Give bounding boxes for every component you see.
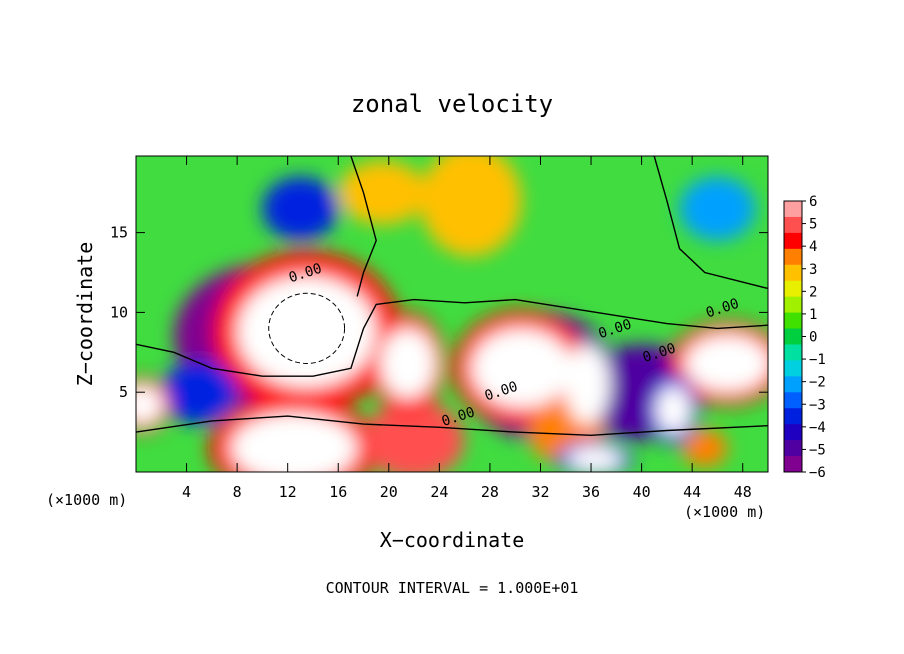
x-tick-label: 4 (182, 483, 191, 501)
colorbar-label: 4 (809, 239, 817, 255)
x-tick-label: 28 (481, 483, 499, 501)
field-cell (420, 156, 522, 257)
x-tick-label: 20 (380, 483, 398, 501)
colorbar-swatch (784, 440, 802, 457)
colorbar-swatch (784, 312, 802, 330)
colorbar-swatch (784, 376, 802, 393)
y-tick-label: 15 (110, 224, 128, 242)
x-axis-label: X−coordinate (380, 528, 525, 552)
colorbar-swatch (784, 360, 802, 377)
colorbar-label: 1 (809, 307, 817, 323)
x-tick-label: 36 (582, 483, 600, 501)
colorbar-label: 0 (809, 330, 817, 346)
contour-zero (653, 156, 768, 290)
field-cell (230, 412, 358, 472)
x-unit-left: (×1000 m) (46, 491, 127, 509)
contour-zero (350, 156, 377, 297)
y-axis-label: Z−coordinate (73, 242, 97, 387)
field-cell (567, 446, 623, 472)
plot-frame (135, 155, 769, 473)
colorbar-label: −6 (809, 465, 826, 481)
field-cell (237, 275, 377, 388)
contour-interval-note: CONTOUR INTERVAL = 1.000E+01 (326, 579, 579, 597)
field-cell (338, 160, 427, 225)
field-cell (379, 328, 436, 399)
colorbar-label: −3 (809, 397, 826, 413)
plot-area (136, 156, 768, 472)
colorbar-swatch (784, 392, 802, 409)
x-tick-label: 8 (233, 483, 242, 501)
colorbar-label: −2 (809, 375, 826, 391)
colorbar-label: 2 (809, 284, 817, 300)
y-tick-label: 5 (119, 383, 128, 401)
colorbar-label: −1 (809, 352, 826, 368)
x-tick-label: 12 (279, 483, 297, 501)
x-tick-label: 32 (531, 483, 549, 501)
y-tick-label: 10 (110, 303, 128, 321)
colorbar-label: −4 (809, 420, 826, 436)
chart-title: zonal velocity (351, 90, 553, 118)
colorbar-swatch (784, 424, 802, 441)
colorbar-swatch (784, 264, 802, 282)
colorbar-swatch (784, 328, 802, 345)
field-cell (564, 344, 610, 425)
colorbar-swatch (784, 248, 802, 266)
field-cell (136, 385, 163, 425)
x-tick-label: 48 (734, 483, 752, 501)
colorbar-label: −5 (809, 442, 826, 458)
colorbar-label: 3 (809, 262, 817, 278)
colorbar-swatch (784, 408, 802, 425)
colorbar-swatch (784, 456, 802, 473)
field-cell (161, 360, 238, 425)
field-cell (684, 334, 768, 393)
colorbar-swatch (784, 216, 802, 234)
colorbar-swatch (784, 280, 802, 298)
contour-zero (136, 415, 768, 437)
colorbar-label: 6 (809, 194, 817, 210)
field-cell (655, 385, 691, 434)
colorbar-swatch (784, 201, 802, 218)
x-tick-label: 24 (430, 483, 448, 501)
y-axis: 5 10 15 (110, 224, 768, 401)
field-cell (682, 428, 728, 468)
x-tick-label: 40 (633, 483, 651, 501)
colorbar-swatch (784, 296, 802, 314)
x-tick-label: 16 (329, 483, 347, 501)
colorbar-label: 5 (809, 217, 817, 233)
x-tick-label: 44 (683, 483, 701, 501)
field-cell (470, 328, 573, 409)
colorbar-swatch (784, 232, 802, 250)
field-cell (262, 176, 339, 241)
x-unit-right: (×1000 m) (684, 503, 765, 521)
colorbar-swatch (784, 344, 802, 361)
field-cell (363, 400, 465, 472)
contour-lines (136, 156, 768, 437)
contour-negative (268, 292, 346, 364)
x-axis: 4 8 12 16 20 24 28 32 36 40 44 48 (182, 156, 752, 501)
contour-zero (136, 298, 768, 377)
field-cell (679, 176, 756, 241)
colorbar: 6 5 4 3 2 1 0 −1 −2 −3 −4 −5 −6 (783, 194, 826, 481)
